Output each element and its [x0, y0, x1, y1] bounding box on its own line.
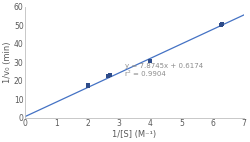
Point [108, 74, 112, 76]
Point [86, 83, 89, 86]
Y-axis label: 1/v₀ (min): 1/v₀ (min) [4, 42, 13, 83]
Point [148, 60, 152, 63]
Point [220, 23, 224, 25]
Text: y = 7.8745x + 0.6174
r² = 0.9904: y = 7.8745x + 0.6174 r² = 0.9904 [125, 63, 203, 77]
Point [86, 85, 89, 87]
X-axis label: 1/[S] (M⁻¹): 1/[S] (M⁻¹) [112, 130, 156, 139]
Point [218, 23, 222, 26]
Point [106, 75, 110, 77]
